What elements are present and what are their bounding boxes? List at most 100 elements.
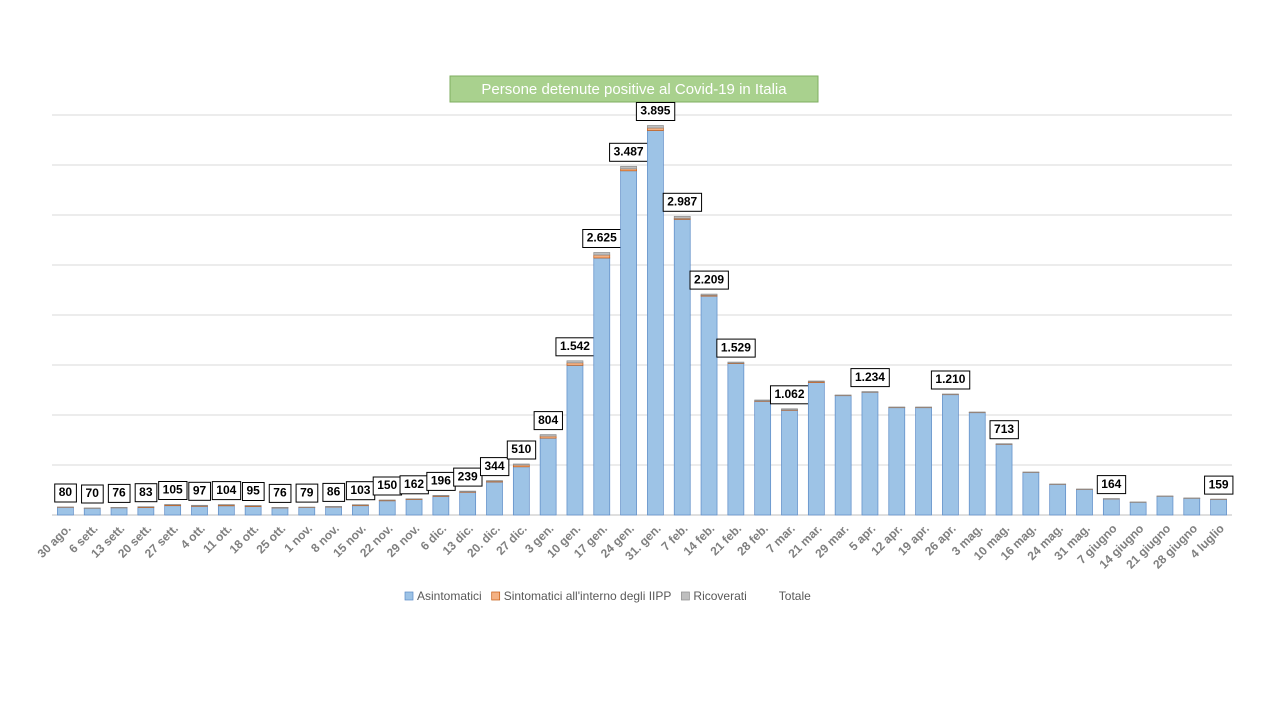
bar-segment — [540, 435, 556, 437]
data-label-group: 164 — [1097, 476, 1125, 494]
bar-segment — [165, 506, 181, 515]
bar-segment — [808, 383, 824, 516]
data-label: 76 — [112, 486, 126, 500]
bar-segment — [647, 131, 663, 516]
bar-segment — [755, 400, 771, 401]
legend-label: Totale — [779, 589, 811, 603]
data-label-group: 95 — [242, 483, 264, 501]
data-label: 159 — [1209, 477, 1229, 491]
bar-segment — [540, 438, 556, 515]
chart-title: Persone detenute positive al Covid-19 in… — [481, 81, 787, 98]
data-label: 97 — [193, 483, 207, 497]
data-label-group: 1.542 — [556, 338, 594, 356]
data-label: 239 — [458, 469, 478, 483]
bar-segment — [916, 408, 932, 515]
data-label: 1.062 — [774, 387, 804, 401]
legend-label: Ricoverati — [693, 589, 746, 603]
data-label: 1.234 — [855, 370, 885, 384]
legend-label: Sintomatici all'interno degli IIPP — [504, 589, 672, 603]
bar-segment — [889, 407, 905, 408]
data-label: 104 — [216, 483, 236, 497]
bar-segment — [674, 216, 690, 218]
data-label-group: 162 — [400, 476, 428, 494]
x-tick-label: 27 dic. — [493, 521, 529, 557]
data-label-group: 83 — [135, 484, 157, 502]
data-label: 162 — [404, 477, 424, 491]
data-label: 86 — [327, 485, 341, 499]
bar-segment — [218, 506, 234, 515]
data-label: 2.625 — [587, 231, 617, 245]
bar-segment — [728, 364, 744, 515]
data-label: 1.542 — [560, 339, 590, 353]
data-label: 70 — [86, 486, 100, 500]
data-label-group: 713 — [990, 421, 1018, 439]
x-tick-label: 30 ago. — [35, 521, 74, 560]
data-label: 713 — [994, 422, 1014, 436]
bar-segment — [942, 395, 958, 515]
bar-segment — [996, 444, 1012, 445]
bar-segment — [594, 258, 610, 515]
bar-segment — [406, 500, 422, 515]
bar-segment — [1211, 499, 1227, 515]
data-label: 95 — [246, 484, 260, 498]
data-label-group: 3.487 — [610, 143, 648, 161]
data-label-group: 510 — [507, 441, 535, 459]
bar-segment — [460, 491, 476, 492]
data-label-group: 80 — [55, 484, 77, 502]
data-label: 804 — [538, 413, 558, 427]
bar-segment — [835, 395, 851, 396]
data-label-group: 1.529 — [717, 339, 755, 357]
bar-segment — [647, 126, 663, 129]
bar-segment — [299, 508, 315, 516]
bar-segment — [782, 410, 798, 515]
bar-segment — [701, 294, 717, 295]
bar-segment — [755, 401, 771, 515]
x-tick-label: 1 nov. — [281, 521, 315, 555]
legend-label: Asintomatici — [417, 589, 482, 603]
data-label-group: 2.987 — [663, 193, 701, 211]
bar-segment — [621, 171, 637, 515]
data-label-group: 105 — [159, 482, 187, 500]
data-label: 2.209 — [694, 272, 724, 286]
data-label-group: 2.209 — [690, 271, 728, 289]
data-label: 344 — [484, 459, 504, 473]
legend-swatch — [681, 592, 689, 600]
bar-segment — [782, 409, 798, 410]
bar-segment — [1184, 498, 1200, 515]
data-label: 79 — [300, 485, 314, 499]
data-label: 3.895 — [640, 104, 670, 118]
bar-segment — [567, 361, 583, 363]
bar-segment — [245, 507, 261, 515]
bar-segment — [621, 166, 637, 169]
data-label: 1.210 — [935, 372, 965, 386]
data-label-group: 86 — [323, 483, 345, 501]
data-label: 2.987 — [667, 194, 697, 208]
bar-segment — [138, 508, 154, 515]
data-label: 103 — [350, 483, 370, 497]
data-label-group: 70 — [82, 485, 104, 503]
bar-segment — [728, 362, 744, 363]
data-label-group: 2.625 — [583, 230, 621, 248]
bar-segment — [379, 501, 395, 515]
bar-segment — [1077, 489, 1093, 515]
bar-segment — [84, 508, 100, 515]
data-label: 1.529 — [721, 340, 751, 354]
bar-segment — [192, 506, 208, 515]
data-label-group: 150 — [373, 477, 401, 495]
legend-swatch — [405, 592, 413, 600]
data-label-group: 103 — [346, 482, 374, 500]
bar-segment — [889, 408, 905, 515]
data-label: 164 — [1101, 477, 1121, 491]
bar-segment — [513, 464, 529, 465]
data-label-group: 3.895 — [636, 103, 674, 121]
bar-segment — [1157, 496, 1173, 515]
bar-segment — [647, 128, 663, 131]
bar-segment — [594, 255, 610, 258]
bar-segment — [460, 492, 476, 515]
bar-segment — [57, 507, 73, 515]
data-label-group: 239 — [454, 468, 482, 486]
data-label: 150 — [377, 478, 397, 492]
data-label-group: 97 — [189, 482, 211, 500]
bar-segment — [1050, 484, 1066, 515]
